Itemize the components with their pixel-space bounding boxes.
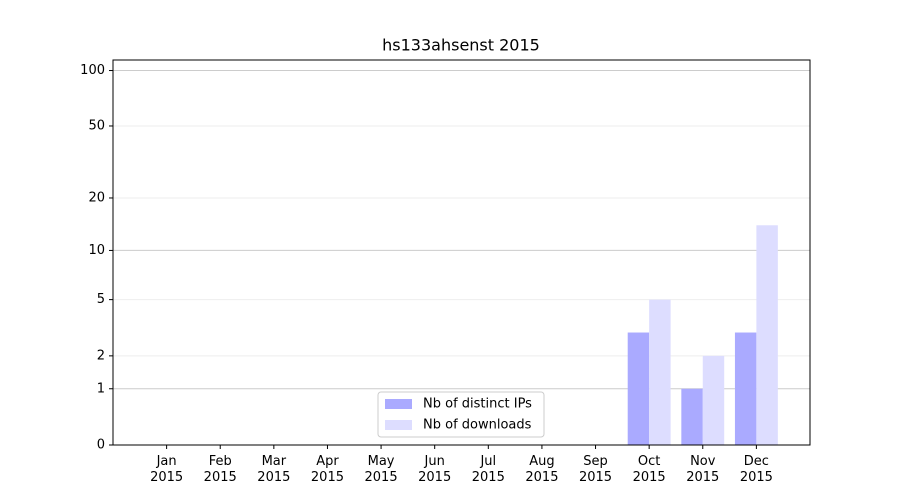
labels: 0 1 2 5 10 20 50 100 Jan 2015 Feb 2015 Mar 2015 Apr 201… [80,63,773,484]
x-tick-label: Jul 2015 [472,454,505,485]
bar [702,355,725,445]
x-tick-label: Feb 2015 [204,454,237,485]
bar [756,225,778,445]
x-tick-label: Jan 2015 [150,454,183,485]
legend-label: Nb of downloads [423,418,532,433]
y-tick-label: 5 [97,292,105,307]
legend-box [377,391,545,438]
x-tick-label: Jun 2015 [418,454,451,485]
bar [681,388,703,445]
plot-frame [112,59,811,446]
bars [627,225,778,445]
chart-title: hs133ahsenst 2015 [382,36,540,55]
y-tick-label: 10 [88,243,105,258]
y-tick-label: 0 [97,438,105,453]
legend-label: Nb of distinct IPs [423,397,532,412]
y-tick-label: 20 [88,190,105,205]
bar [734,332,757,445]
x-tick-label: May 2015 [365,454,398,485]
x-tick-label: Aug 2015 [525,454,558,485]
bar [649,299,671,445]
legend-swatch [385,420,412,430]
x-tick-label: Nov 2015 [686,454,719,485]
x-tick-label: Sep 2015 [579,454,612,485]
x-tick-label: Apr 2015 [311,454,344,485]
y-tick-label: 2 [97,348,105,363]
y-tick-label: 100 [80,63,105,78]
x-tick-label: Oct 2015 [633,454,666,485]
x-tick-label: Mar 2015 [257,454,290,485]
bar [627,332,650,445]
x-tick-label: Dec 2015 [740,454,773,485]
legend-swatch [385,399,412,409]
y-tick-label: 1 [97,381,105,396]
y-tick-label: 50 [88,118,105,133]
